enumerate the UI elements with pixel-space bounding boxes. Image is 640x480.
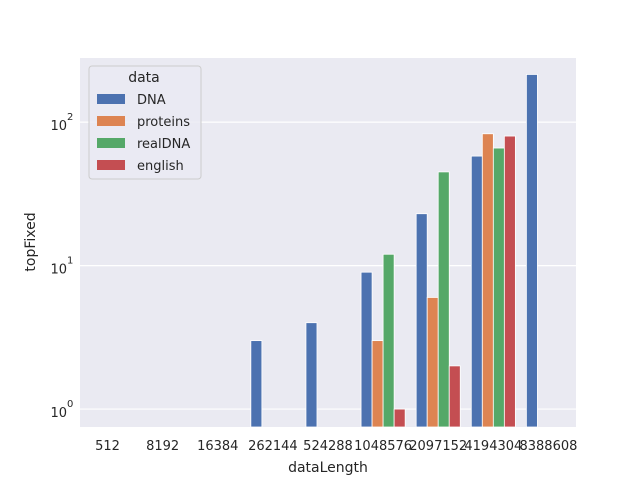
y-tick-exponent: 2 xyxy=(67,112,73,123)
x-axis-title: dataLength xyxy=(288,460,368,476)
bars-group xyxy=(250,74,538,428)
x-tick-label: 16384 xyxy=(197,439,238,454)
x-tick-label: 4194304 xyxy=(464,439,522,454)
x-tick-label: 2097152 xyxy=(409,439,467,454)
bar-realdna-1048576 xyxy=(382,253,395,428)
x-tick-label: 8192 xyxy=(146,439,179,454)
y-tick-base: 10 xyxy=(50,406,67,421)
legend-swatch-english xyxy=(97,160,125,170)
bar-english-4194304 xyxy=(503,135,516,428)
y-tick-label: 100 xyxy=(50,399,73,421)
legend-label-realdna: realDNA xyxy=(137,137,190,152)
y-tick-label: 102 xyxy=(50,112,73,134)
bar-dna-524288 xyxy=(305,322,318,428)
legend-swatch-dna xyxy=(97,94,125,104)
bar-dna-262144 xyxy=(250,340,263,428)
x-tick-label: 262144 xyxy=(248,439,298,454)
bar-english-1048576 xyxy=(393,408,406,428)
bar-dna-8388608 xyxy=(526,74,538,428)
bar-proteins-2097152 xyxy=(426,297,439,428)
bar-proteins-4194304 xyxy=(481,133,494,428)
bar-realdna-2097152 xyxy=(437,171,450,428)
legend-title: data xyxy=(128,70,160,86)
bar-dna-4194304 xyxy=(470,155,483,428)
bar-proteins-1048576 xyxy=(371,340,384,428)
legend-label-english: english xyxy=(137,159,184,174)
x-tick-label: 524288 xyxy=(303,439,353,454)
bar-dna-1048576 xyxy=(360,271,373,428)
y-axis-title: topFixed xyxy=(23,212,39,271)
y-tick-label: 101 xyxy=(50,256,73,278)
legend-swatch-realdna xyxy=(97,138,125,148)
y-tick-base: 10 xyxy=(50,263,67,278)
bar-realdna-4194304 xyxy=(492,147,505,428)
legend-swatch-proteins xyxy=(97,116,125,126)
y-tick-exponent: 0 xyxy=(67,399,73,410)
x-tick-label: 1048576 xyxy=(354,439,412,454)
x-tick-label: 8388608 xyxy=(519,439,577,454)
legend: data DNA proteins realDNA english xyxy=(88,65,202,180)
legend-label-dna: DNA xyxy=(137,93,166,108)
legend-label-proteins: proteins xyxy=(137,115,190,130)
y-tick-base: 10 xyxy=(50,119,67,134)
x-tick-label: 512 xyxy=(95,439,120,454)
bar-english-2097152 xyxy=(448,365,461,428)
x-tick-labels: 512 8192 16384 262144 524288 1048576209715241… xyxy=(95,439,577,454)
bar-dna-2097152 xyxy=(415,213,428,428)
y-tick-exponent: 1 xyxy=(67,256,73,267)
